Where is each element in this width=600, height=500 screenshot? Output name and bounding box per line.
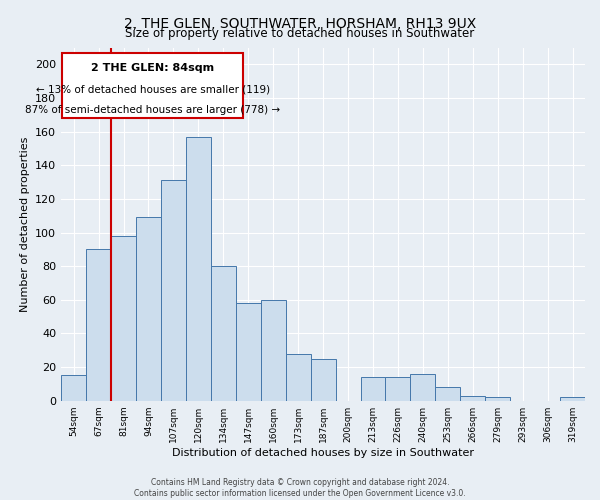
Bar [410, 374, 436, 400]
Bar [236, 303, 261, 400]
Bar [136, 218, 161, 400]
Text: 2 THE GLEN: 84sqm: 2 THE GLEN: 84sqm [91, 62, 214, 72]
Bar [86, 250, 111, 400]
Bar [485, 398, 510, 400]
Bar [111, 236, 136, 400]
Bar [261, 300, 286, 400]
Bar [385, 377, 410, 400]
Bar [311, 358, 335, 401]
Bar [560, 398, 585, 400]
Bar [211, 266, 236, 400]
Bar [361, 377, 385, 400]
Bar [61, 376, 86, 400]
Text: Contains HM Land Registry data © Crown copyright and database right 2024.
Contai: Contains HM Land Registry data © Crown c… [134, 478, 466, 498]
X-axis label: Distribution of detached houses by size in Southwater: Distribution of detached houses by size … [172, 448, 474, 458]
FancyBboxPatch shape [62, 52, 243, 118]
Text: Size of property relative to detached houses in Southwater: Size of property relative to detached ho… [125, 28, 475, 40]
Text: 2, THE GLEN, SOUTHWATER, HORSHAM, RH13 9UX: 2, THE GLEN, SOUTHWATER, HORSHAM, RH13 9… [124, 18, 476, 32]
Bar [460, 396, 485, 400]
Bar [436, 388, 460, 400]
Text: ← 13% of detached houses are smaller (119): ← 13% of detached houses are smaller (11… [36, 84, 270, 94]
Bar [161, 180, 186, 400]
Text: 87% of semi-detached houses are larger (778) →: 87% of semi-detached houses are larger (… [25, 104, 280, 115]
Y-axis label: Number of detached properties: Number of detached properties [20, 136, 29, 312]
Bar [186, 136, 211, 400]
Bar [286, 354, 311, 401]
